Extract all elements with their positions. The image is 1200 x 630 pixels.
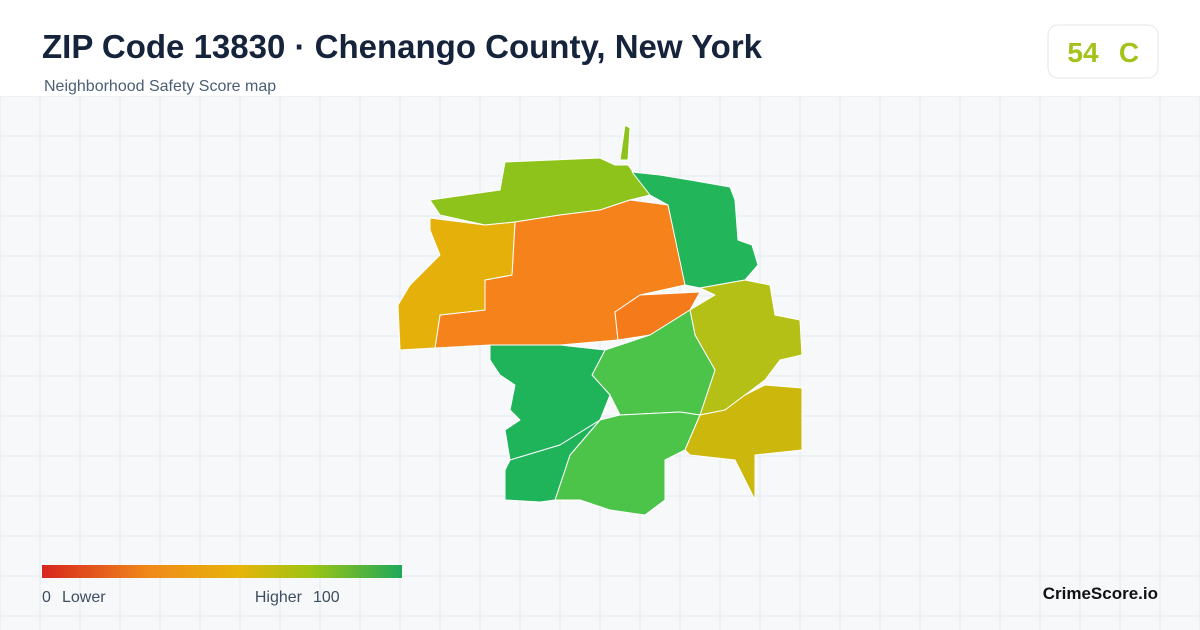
score-value: 54 [1067, 37, 1099, 68]
legend-max: 100 [313, 589, 340, 606]
grid [0, 95, 1200, 630]
region [397, 217, 516, 351]
map [397, 124, 803, 516]
title: ZIP Code 13830 · Chenango County, New Yo… [42, 28, 763, 65]
legend-min: 0 [42, 589, 51, 606]
score-box [1047, 24, 1159, 79]
region [684, 384, 803, 501]
header-band [0, 0, 1200, 96]
subtitle: Neighborhood Safety Score map [44, 78, 276, 95]
score-grade: C [1119, 37, 1139, 68]
region [619, 124, 631, 161]
legend-min-label: Lower [62, 589, 106, 606]
legend-gradient [42, 565, 402, 578]
legend-max-label: Higher [255, 589, 303, 606]
region [504, 419, 601, 503]
brand: CrimeScore.io [1043, 584, 1158, 603]
